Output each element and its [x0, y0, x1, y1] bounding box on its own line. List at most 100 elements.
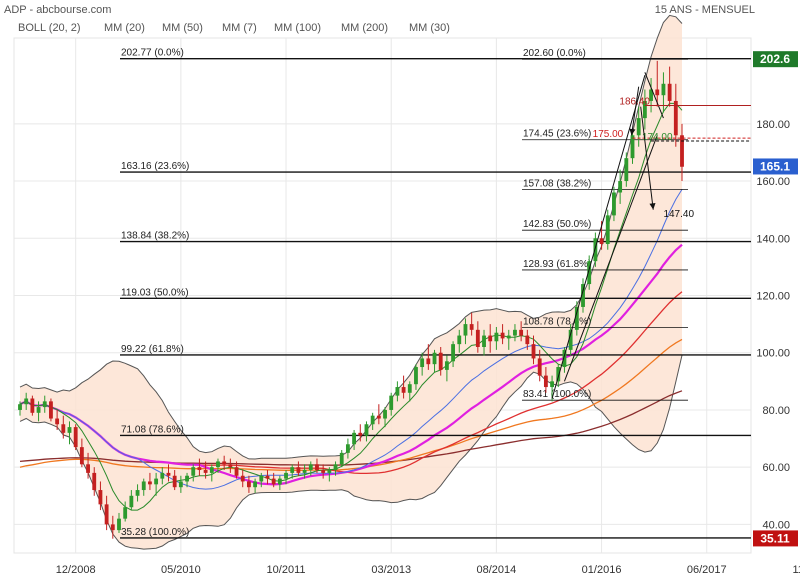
arrow-down-2-head: [649, 203, 656, 210]
candle-body: [624, 158, 629, 182]
candle-body: [259, 475, 264, 482]
candle-body: [234, 467, 239, 476]
candle-body: [228, 464, 233, 468]
arrow-down-2-shaft: [640, 106, 654, 210]
candle-body: [636, 118, 641, 136]
candle-body: [271, 478, 276, 485]
candle-body: [482, 335, 486, 347]
candle-body: [253, 481, 258, 488]
legend-item-mm7: MM (7): [222, 22, 257, 34]
fib-label-left: 119.03 (50.0%): [121, 287, 189, 298]
candle-body: [358, 432, 363, 436]
candle-body: [36, 407, 41, 413]
candle-body: [308, 464, 313, 471]
candle-body: [141, 481, 146, 491]
candle-body: [277, 478, 282, 485]
candle-body: [531, 344, 536, 359]
candle-body: [661, 83, 666, 96]
fib-label-left: 71.08 (78.6%): [121, 424, 184, 435]
y-tick-label: 180.00: [756, 119, 790, 131]
candle-body: [222, 461, 227, 465]
candle-body: [426, 358, 431, 365]
candle-body: [444, 361, 449, 370]
x-tick-label: 05/2010: [161, 564, 201, 576]
candle-body: [172, 475, 177, 488]
candle-body: [407, 384, 412, 393]
x-tick-label: 12/2008: [56, 564, 96, 576]
x-tick-label: 10/2011: [267, 564, 306, 576]
candle-body: [463, 324, 468, 336]
candle-body: [488, 335, 493, 342]
candle-body: [525, 335, 530, 345]
candle-body: [265, 475, 270, 479]
candle-body: [568, 329, 573, 350]
candle-body: [475, 329, 480, 347]
candle-body: [104, 504, 109, 525]
candle-body: [537, 358, 542, 376]
fib-label-left: 35.28 (100.0%): [121, 527, 189, 538]
candle-body: [420, 358, 425, 368]
x-tick-label: 06/2017: [687, 564, 727, 576]
legend-item-mm20: MM (20): [104, 22, 145, 34]
candle-body: [315, 464, 319, 471]
fib-label-right: 142.83 (50.0%): [523, 219, 591, 230]
candle-body: [42, 401, 47, 408]
candle-body: [383, 409, 387, 419]
candle-body: [55, 418, 60, 425]
y-tick-label: 120.00: [756, 291, 790, 303]
y-tick-label: 60.00: [762, 462, 790, 474]
candle-body: [79, 447, 84, 465]
x-tick-label: 11/2018: [792, 564, 800, 576]
trendline-support: [551, 75, 646, 399]
candle-body: [642, 100, 647, 119]
candle-body: [655, 89, 660, 96]
candle-body: [376, 415, 381, 419]
candle-body: [667, 83, 672, 101]
candle-body: [191, 467, 196, 476]
fib-label-right: 157.08 (38.2%): [523, 178, 591, 189]
candle-body: [197, 467, 202, 471]
candle-body: [129, 495, 134, 508]
candle-body: [414, 367, 418, 385]
candle-body: [506, 335, 511, 339]
legend-item-mm100: MM (100): [274, 22, 321, 34]
candle-body: [302, 470, 307, 473]
candle-body: [364, 424, 369, 436]
annotation-label: 175.00: [593, 129, 624, 140]
badge-low: 35.11: [760, 531, 790, 545]
candle-body: [389, 395, 394, 410]
candle-body: [123, 507, 128, 519]
candle-body: [240, 475, 245, 482]
candle-body: [209, 467, 214, 473]
candle-body: [203, 470, 208, 473]
candle-body: [49, 401, 53, 419]
fib-label-left: 163.16 (23.6%): [121, 161, 189, 172]
candle-body: [574, 306, 579, 330]
badge-high-bg: [753, 51, 798, 68]
legend-item-mm50: MM (50): [162, 22, 203, 34]
axes: 40.00 60.00 80.00 100.00 120.00 140.00 160.00 1…: [56, 51, 800, 576]
candle-body: [92, 472, 97, 491]
candle-body: [543, 375, 548, 388]
candle-body: [321, 470, 326, 473]
candle-body: [630, 135, 635, 159]
badge-last-bg: [753, 158, 798, 175]
candle-body: [160, 472, 165, 479]
candle-body: [135, 490, 140, 496]
candle-body: [327, 470, 332, 473]
candle-body: [290, 467, 295, 473]
candle-body: [494, 332, 499, 342]
candle-body: [500, 332, 505, 339]
candle-body: [345, 444, 350, 453]
candle-body: [519, 329, 524, 336]
candle-body: [24, 398, 29, 405]
arrow-down-1-head: [629, 128, 636, 136]
annotation-label: 147.40: [663, 209, 694, 220]
candle-body: [612, 192, 616, 216]
trendline-support-inner: [563, 135, 658, 382]
annotations: 186.40 175.00 174.00 147.40: [551, 72, 751, 399]
candle-body: [562, 349, 567, 368]
y-tick-label: 140.00: [756, 233, 790, 245]
candle-body: [550, 381, 554, 388]
